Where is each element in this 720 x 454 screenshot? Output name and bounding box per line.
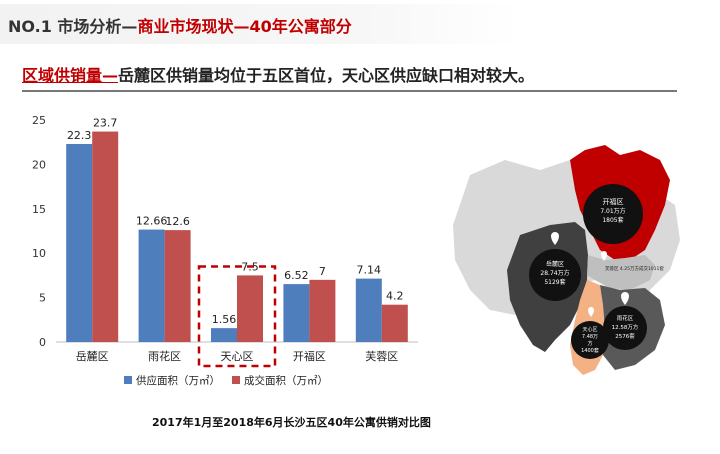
tianxin-bubble bbox=[571, 321, 609, 359]
kaifu-label-line: 1805套 bbox=[602, 216, 623, 224]
bar bbox=[355, 278, 382, 342]
yuhua-label-line: 12.58万方 bbox=[612, 323, 639, 331]
furong-label: 芙蓉区 4.25万方成交1011套 bbox=[605, 265, 664, 272]
title-accent: 商业市场现状—40年公寓部分 bbox=[137, 17, 352, 36]
subtitle-text: 岳麓区供销量均位于五区首位，天心区供应缺口相对较大。 bbox=[118, 66, 535, 85]
bar bbox=[164, 230, 191, 342]
bar-chart: 051015202522.323.7岳麓区12.6612.6雨花区1.567.5… bbox=[32, 114, 418, 387]
legend-swatch bbox=[124, 376, 132, 384]
y-tick-label: 0 bbox=[39, 336, 46, 349]
data-label: 6.52 bbox=[284, 269, 309, 282]
data-label: 7 bbox=[319, 265, 326, 278]
x-tick-label: 芙蓉区 bbox=[365, 349, 398, 363]
yuelu-pin-icon bbox=[551, 232, 559, 245]
y-tick-label: 15 bbox=[32, 203, 46, 216]
bar bbox=[92, 131, 119, 342]
legend-label: 供应面积（万㎡） bbox=[136, 374, 220, 387]
bar bbox=[283, 284, 310, 342]
kaifu-bubble bbox=[583, 184, 643, 244]
title-prefix: NO.1 市场分析— bbox=[8, 17, 138, 36]
tianxin-label-line: 方 bbox=[587, 340, 592, 347]
yuelu-bubble bbox=[529, 249, 581, 301]
legend-swatch bbox=[232, 376, 240, 384]
yuhua-bubble bbox=[603, 306, 647, 350]
tianxin-label-line: 1400套 bbox=[581, 347, 599, 354]
tianxin-label-line: 7.48万 bbox=[582, 334, 598, 340]
data-label: 12.66 bbox=[136, 215, 168, 228]
district-map: 开福区 7.01万方 1805套 岳麓区 28.74万方 5129套 芙蓉区 4… bbox=[453, 145, 680, 375]
furong-district-shape bbox=[587, 255, 655, 290]
yuhua-label-line: 雨花区 bbox=[617, 314, 634, 322]
furong-pin-icon bbox=[601, 251, 607, 261]
data-label: 4.2 bbox=[386, 290, 404, 303]
x-tick-label: 天心区 bbox=[221, 350, 254, 363]
data-label: 22.3 bbox=[67, 129, 92, 142]
highlight-box bbox=[197, 265, 277, 368]
y-tick-label: 10 bbox=[32, 247, 46, 260]
bar bbox=[138, 229, 165, 342]
data-label: 7.14 bbox=[357, 264, 382, 277]
bar bbox=[309, 279, 336, 342]
data-label: 1.56 bbox=[212, 313, 237, 326]
yuhua-pin-icon bbox=[621, 292, 629, 305]
y-tick-label: 5 bbox=[39, 292, 46, 305]
yuelu-label-line: 5129套 bbox=[544, 278, 565, 286]
bar bbox=[66, 143, 93, 342]
x-tick-label: 雨花区 bbox=[148, 350, 181, 363]
bar bbox=[211, 328, 237, 342]
subtitle-lead: 区域供销量— bbox=[22, 66, 119, 85]
yuelu-label-line: 28.74万方 bbox=[540, 269, 569, 277]
yuelu-label-line: 岳麓区 bbox=[546, 260, 564, 268]
yuhua-label-line: 2576套 bbox=[615, 332, 635, 340]
y-tick-label: 20 bbox=[32, 158, 46, 171]
x-tick-label: 岳麓区 bbox=[76, 350, 109, 363]
kaifu-label-line: 开福区 bbox=[603, 197, 624, 206]
data-label: 12.6 bbox=[165, 215, 190, 228]
y-tick-label: 25 bbox=[32, 114, 46, 127]
page-title: NO.1 市场分析—商业市场现状—40年公寓部分 bbox=[8, 13, 352, 37]
title-bar: NO.1 市场分析—商业市场现状—40年公寓部分 bbox=[0, 4, 520, 44]
tianxin-label-line: 天心区 bbox=[582, 326, 597, 333]
subtitle-underline bbox=[22, 90, 677, 92]
subtitle: 区域供销量—岳麓区供销量均位于五区首位，天心区供应缺口相对较大。 bbox=[22, 62, 534, 86]
tianxin-pin-icon bbox=[588, 307, 594, 317]
data-label: 23.7 bbox=[93, 117, 118, 130]
legend-label: 成交面积（万㎡） bbox=[244, 374, 328, 387]
kaifu-label-line: 7.01万方 bbox=[600, 207, 625, 215]
bar bbox=[381, 304, 408, 342]
x-tick-label: 开福区 bbox=[293, 349, 326, 363]
chart-caption: 2017年1月至2018年6月长沙五区40年公寓供销对比图 bbox=[152, 416, 431, 429]
bar bbox=[237, 275, 263, 342]
